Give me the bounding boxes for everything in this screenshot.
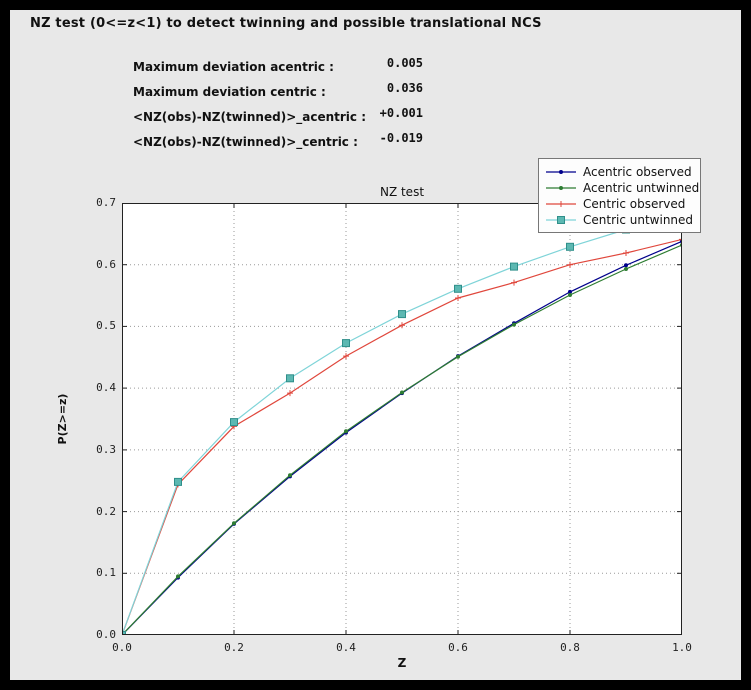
- marker-circle: [176, 574, 180, 579]
- marker-square: [174, 477, 182, 486]
- legend-label: Acentric observed: [583, 165, 692, 179]
- marker-circle: [568, 293, 572, 297]
- marker-circle: [624, 267, 628, 271]
- x-tick-label: 1.0: [672, 641, 692, 654]
- legend-entry: Acentric untwinned: [545, 180, 699, 196]
- x-tick-label: 0.6: [448, 641, 468, 654]
- marker-plus: [567, 261, 573, 268]
- marker-circle: [400, 390, 404, 395]
- marker-square: [398, 310, 406, 319]
- x-tick-label: 0.4: [336, 641, 356, 654]
- page-title: NZ test (0<=z<1) to detect twinning and …: [30, 16, 542, 31]
- stat-value: +0.001: [379, 106, 423, 120]
- marker-plus: [679, 236, 682, 243]
- legend-line-sample: [546, 201, 576, 207]
- stat-value: -0.019: [379, 131, 423, 145]
- x-tick-label: 0.0: [112, 641, 132, 654]
- marker-square: [342, 339, 350, 348]
- y-tick-label: 0.7: [96, 196, 116, 209]
- series-line: [122, 238, 682, 635]
- y-tick-label: 0.0: [96, 628, 116, 641]
- marker-circle: [568, 289, 572, 294]
- legend-label: Acentric untwinned: [583, 181, 700, 195]
- marker-plus: [287, 390, 293, 397]
- y-tick-label: 0.4: [96, 381, 116, 395]
- legend-line-sample: [546, 216, 576, 224]
- stat-value: 0.036: [386, 81, 423, 95]
- series-line: [122, 244, 682, 635]
- marker-circle: [512, 322, 516, 327]
- x-tick-label: 0.2: [224, 641, 244, 654]
- marker-circle: [288, 473, 292, 478]
- legend-box: Acentric observed Acentric untwinned Centr…: [538, 158, 701, 233]
- marker-plus: [399, 322, 405, 329]
- marker-circle: [456, 354, 460, 359]
- x-tick-label: 0.8: [560, 641, 580, 654]
- chart-title: NZ test: [379, 185, 425, 199]
- nz-test-plot: [122, 203, 682, 635]
- marker-circle: [344, 429, 348, 434]
- marker-square: [122, 631, 126, 635]
- stats-row: <NZ(obs)-NZ(twinned)>_acentric : +0.001: [133, 106, 463, 124]
- stat-label: <NZ(obs)-NZ(twinned)>_acentric :: [133, 110, 366, 124]
- marker-circle: [624, 263, 628, 268]
- marker-plus: [511, 279, 517, 286]
- marker-plus: [623, 250, 629, 256]
- marker-square: [286, 374, 294, 383]
- legend-label: Centric untwinned: [583, 213, 694, 227]
- y-axis-label: P(Z>=z): [56, 393, 69, 445]
- marker-circle: [232, 521, 236, 526]
- stats-row: Maximum deviation centric : 0.036: [133, 81, 463, 99]
- marker-square: [454, 284, 462, 293]
- series-line: [122, 212, 682, 635]
- legend-line-sample: [546, 186, 576, 190]
- marker-plus: [343, 353, 349, 360]
- legend-entry: Centric untwinned: [545, 212, 694, 228]
- y-tick-label: 0.2: [96, 504, 116, 518]
- y-tick-label: 0.6: [96, 257, 116, 271]
- stat-label: Maximum deviation centric :: [133, 85, 326, 99]
- marker-plus: [455, 295, 461, 301]
- stat-value: 0.005: [386, 56, 423, 70]
- y-tick-label: 0.3: [96, 442, 116, 456]
- x-axis-label: Z: [397, 656, 407, 670]
- series-line: [122, 240, 682, 635]
- stat-label: <NZ(obs)-NZ(twinned)>_centric :: [133, 135, 358, 149]
- marker-square: [510, 262, 518, 271]
- legend-entry: Centric observed: [545, 196, 694, 212]
- legend-entry: Acentric observed: [545, 164, 694, 180]
- legend-line-sample: [546, 170, 576, 174]
- y-tick-label: 0.1: [96, 566, 116, 580]
- plot-border: [122, 203, 682, 635]
- marker-square: [566, 242, 574, 251]
- y-tick-label: 0.5: [96, 319, 116, 333]
- stats-row: <NZ(obs)-NZ(twinned)>_centric : -0.019: [133, 131, 463, 149]
- stats-row: Maximum deviation acentric : 0.005: [133, 56, 463, 74]
- marker-square: [230, 418, 238, 427]
- legend-label: Centric observed: [583, 197, 686, 211]
- stat-label: Maximum deviation acentric :: [133, 60, 334, 74]
